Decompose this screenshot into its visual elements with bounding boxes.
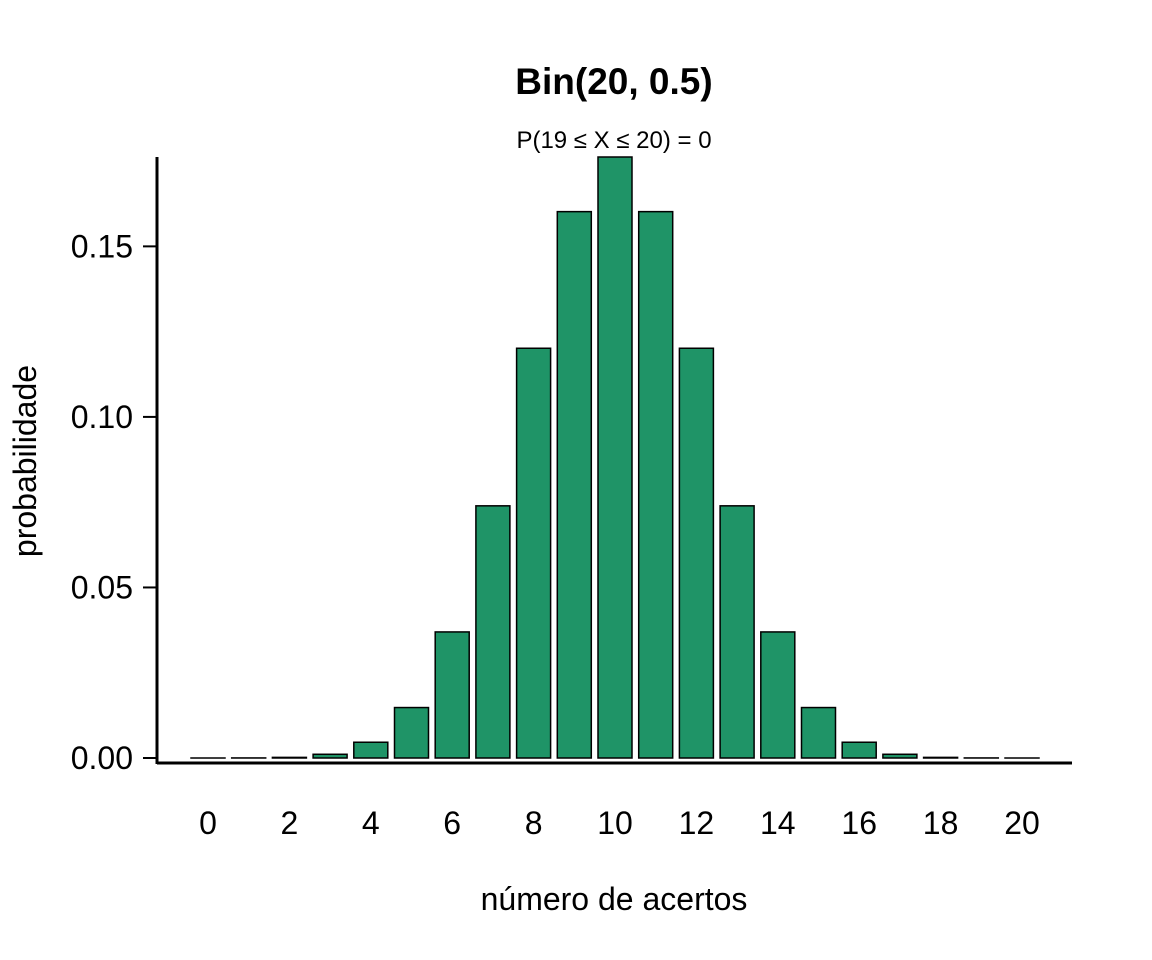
bar-16: [841, 741, 877, 759]
x-tick-label-16: 16: [841, 805, 877, 841]
y-axis: 0.00 0.05 0.10 0.15: [71, 157, 159, 776]
bar-10: [597, 156, 633, 759]
chart-title: Bin(20, 0.5): [515, 61, 712, 102]
bar-6: [434, 631, 470, 759]
bar-5: [393, 706, 430, 759]
x-tick-label-12: 12: [679, 805, 715, 841]
x-tick-label-14: 14: [760, 805, 796, 841]
y-tick-label-0.05: 0.05: [71, 569, 133, 605]
bar-13: [719, 505, 755, 759]
bar-4: [353, 741, 389, 759]
bar-15: [800, 706, 837, 759]
bar-11: [637, 210, 674, 759]
x-tick-label-4: 4: [362, 805, 380, 841]
bars-group: [190, 156, 1040, 759]
bar-2: [271, 756, 308, 759]
x-tick-label-18: 18: [923, 805, 959, 841]
bar-17: [882, 753, 918, 759]
bar-8: [515, 347, 552, 759]
y-axis-label: probabilidade: [7, 365, 43, 557]
chart-subtitle: P(19 ≤ X ≤ 20) = 0: [516, 127, 711, 154]
x-tick-label-0: 0: [199, 805, 217, 841]
bar-7: [475, 505, 511, 759]
x-axis: 0 2 4 6 8 10 12 14 16 18 20: [157, 761, 1072, 841]
bar-14: [760, 631, 796, 759]
bar-9: [556, 210, 593, 759]
y-tick-label-0.15: 0.15: [71, 228, 133, 264]
x-axis-label: número de acertos: [481, 881, 748, 917]
bar-18: [922, 756, 959, 759]
x-tick-label-2: 2: [281, 805, 299, 841]
x-tick-label-20: 20: [1004, 805, 1040, 841]
y-tick-label-0.10: 0.10: [71, 399, 133, 435]
x-tick-label-10: 10: [597, 805, 633, 841]
x-tick-label-6: 6: [443, 805, 461, 841]
x-tick-label-8: 8: [525, 805, 543, 841]
y-tick-label-0.00: 0.00: [71, 740, 133, 776]
bar-12: [678, 347, 715, 759]
bar-3: [312, 753, 348, 759]
